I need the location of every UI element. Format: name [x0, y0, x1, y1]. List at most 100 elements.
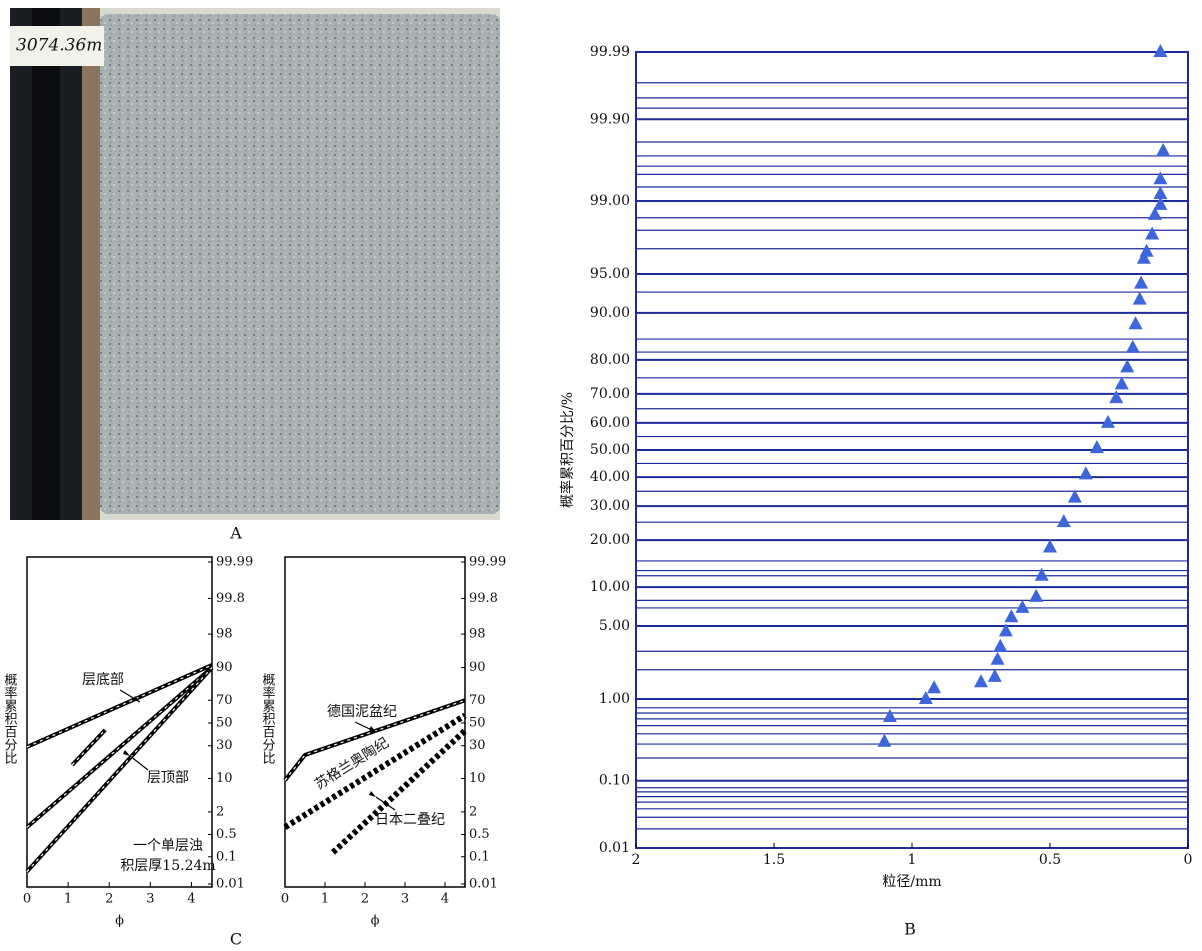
point — [1153, 186, 1168, 200]
y-tick-label: 70 — [216, 693, 233, 708]
x-tick-label: 0 — [1184, 852, 1193, 868]
annotation-arrow — [129, 755, 149, 771]
y-tick-label: 70 — [469, 693, 486, 708]
x-tick-label: 1.5 — [763, 852, 785, 868]
annotation: 日本二叠纪 — [375, 812, 445, 828]
point — [1153, 44, 1168, 57]
core-photo: 3074.36m — [10, 8, 500, 520]
y-tick-label: 0.01 — [469, 877, 498, 892]
y-tick-label: 0.01 — [216, 877, 245, 892]
point — [990, 651, 1005, 665]
x-tick-label: 1 — [64, 892, 72, 907]
series-line-inner — [26, 667, 213, 828]
point — [993, 638, 1008, 652]
point — [927, 680, 942, 694]
y-tick-label: 80.00 — [590, 352, 630, 368]
point — [1043, 539, 1057, 553]
chart: 99.99 99.8 98 90 70 50 30 10 2 0.5 0.1 0.01 0 1 2 3 4 ϕ 概率… — [260, 555, 507, 929]
photo-label: 3074.36m — [16, 36, 102, 56]
y-tick-label: 98 — [216, 627, 233, 642]
y-tick-label: 0.1 — [469, 849, 490, 864]
point — [1125, 339, 1140, 353]
series-line — [283, 712, 467, 830]
y-tick-label: 30.00 — [590, 498, 630, 514]
point — [877, 733, 892, 747]
point — [987, 668, 1002, 682]
y-tick-label: 0.5 — [469, 827, 490, 842]
annotation-arrow — [375, 796, 396, 811]
point — [1078, 466, 1093, 480]
y-axis-label: 概率累积百分比 — [2, 673, 18, 765]
y-tick-label: 50 — [469, 716, 486, 731]
annotation: 德国泥盆纪 — [327, 704, 397, 720]
y-tick-label: 99.00 — [590, 193, 630, 209]
x-axis-label: ϕ — [115, 914, 124, 929]
chart: 99.99 99.8 98 90 70 50 30 10 2 0.5 0.1 0.01 0 1 2 3 4 ϕ 概率… — [2, 555, 254, 929]
x-tick-label: 0 — [23, 892, 31, 907]
point — [1015, 599, 1030, 613]
y-tick-label: 40.00 — [590, 469, 630, 485]
point — [1089, 440, 1104, 454]
y-tick-label: 10 — [216, 771, 233, 786]
point — [1147, 206, 1162, 220]
x-tick-label: 3 — [401, 892, 409, 907]
series-line-inner — [26, 664, 213, 748]
y-tick-label: 90.00 — [590, 305, 630, 321]
point — [882, 708, 897, 722]
y-tick-label: 5.00 — [599, 618, 630, 634]
point — [1134, 275, 1149, 289]
x-tick-label: 2 — [105, 892, 113, 907]
y-axis-label: 概率累积百分比 — [260, 673, 276, 765]
y-tick-label: 98 — [469, 627, 486, 642]
arrow-head — [133, 696, 140, 702]
series-line-inner — [71, 729, 106, 766]
annotation: 一个单层浊 — [133, 838, 203, 854]
plot-frame — [26, 556, 213, 888]
y-tick-label: 10 — [469, 771, 486, 786]
arrow-head — [369, 726, 376, 732]
y-tick-label: 20.00 — [590, 532, 630, 548]
y-tick-label: 1.00 — [599, 691, 630, 707]
y-tick-label: 10.00 — [590, 579, 630, 595]
panel-caption: B — [904, 920, 916, 939]
point — [1004, 609, 1019, 623]
point — [974, 674, 988, 688]
arrow-head — [123, 750, 130, 756]
y-tick-label: 99.99 — [469, 555, 506, 570]
x-tick-label: 2 — [361, 892, 369, 907]
annotation: 层底部 — [82, 672, 124, 688]
series-line — [330, 728, 468, 855]
point — [1034, 567, 1049, 581]
point — [1132, 291, 1147, 305]
y-tick-label: 99.8 — [469, 591, 498, 606]
point — [1145, 226, 1160, 240]
annotation: 积层厚15.24m — [120, 858, 215, 874]
y-tick-label: 50.00 — [590, 442, 630, 458]
y-tick-label: 0.5 — [216, 827, 237, 842]
y-axis-label: 概率累积百分比/% — [559, 392, 576, 508]
point — [1153, 171, 1168, 185]
series-line — [283, 698, 466, 782]
point — [1156, 142, 1171, 156]
point — [1136, 250, 1151, 264]
point — [1109, 390, 1124, 404]
point — [1029, 588, 1044, 602]
point — [1100, 414, 1115, 428]
y-tick-label: 0.01 — [599, 840, 630, 856]
arrow-head — [369, 791, 376, 797]
panel-caption: C — [230, 930, 242, 949]
x-tick-label: 0.5 — [1039, 852, 1061, 868]
y-tick-label: 0.1 — [216, 849, 237, 864]
y-tick-label: 99.99 — [216, 555, 253, 570]
y-tick-label: 30 — [216, 738, 233, 753]
panel-caption: A — [229, 524, 242, 543]
x-tick-label: 4 — [187, 892, 195, 907]
x-axis-label: 粒径/mm — [882, 874, 941, 890]
point — [998, 623, 1013, 637]
chart: 99.99 99.90 99.00 95.00 90.00 80.00 70.00 60.00… — [559, 44, 1192, 890]
y-tick-label: 0.10 — [599, 773, 630, 789]
plot-frame — [284, 556, 466, 888]
series-line — [25, 666, 214, 873]
x-axis-label: ϕ — [371, 914, 380, 929]
